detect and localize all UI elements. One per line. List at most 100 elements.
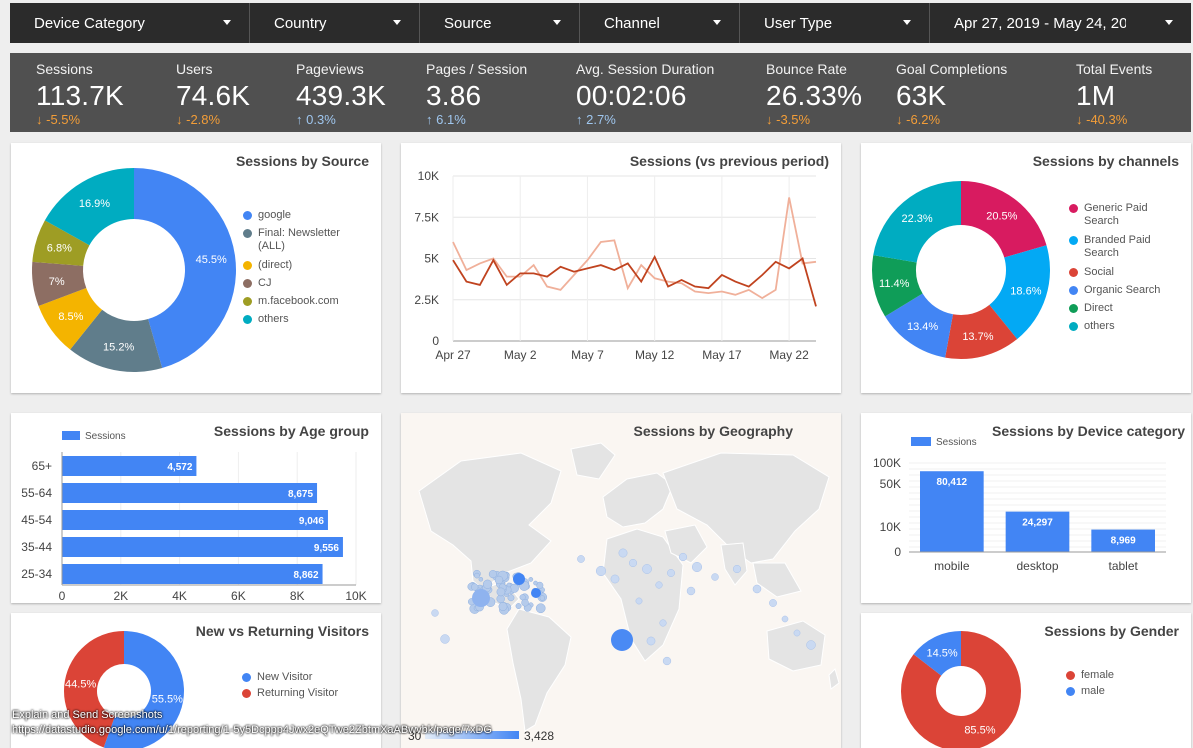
bar[interactable]	[62, 510, 328, 530]
card-sessions-by-gender[interactable]: Sessions by Gender 85.5% 14.5% female male	[861, 613, 1191, 748]
session-bubble[interactable]	[611, 629, 633, 651]
session-bubble[interactable]	[498, 602, 508, 611]
legend-item[interactable]: CJ	[243, 277, 353, 290]
session-bubble[interactable]	[528, 577, 534, 582]
session-bubble[interactable]	[539, 595, 546, 601]
card-new-vs-returning[interactable]: New vs Returning Visitors 55.5% 44.5% New…	[11, 613, 381, 748]
legend-item[interactable]: google	[243, 209, 353, 222]
legend-item[interactable]: (direct)	[243, 259, 353, 272]
land-africa[interactable]	[602, 528, 684, 662]
land-asia[interactable]	[662, 452, 830, 564]
legend-item[interactable]: male	[1066, 685, 1166, 698]
bar[interactable]	[920, 471, 984, 552]
legend-item[interactable]: New Visitor	[242, 671, 372, 684]
legend-item[interactable]: Organic Search	[1069, 284, 1179, 297]
legend-item[interactable]: others	[243, 313, 353, 326]
donut-slice-cj[interactable]	[32, 261, 87, 306]
donut-slice-final-newsletter-all[interactable]	[70, 309, 163, 372]
legend-item[interactable]: Social	[1069, 266, 1179, 279]
bar[interactable]	[1091, 529, 1155, 552]
filter-source[interactable]: Source	[420, 3, 580, 43]
donut-slice-branded-paid-search[interactable]	[989, 245, 1050, 340]
session-bubble[interactable]	[752, 584, 762, 594]
series-line[interactable]	[452, 197, 817, 300]
session-bubble[interactable]	[711, 573, 719, 581]
session-bubble[interactable]	[732, 564, 742, 574]
session-bubble[interactable]	[515, 603, 522, 609]
session-bubble[interactable]	[535, 603, 546, 614]
session-bubble[interactable]	[618, 548, 628, 558]
card-sessions-by-channels[interactable]: Sessions by channels 20.5% 18.6% 13.7% 13.4…	[861, 143, 1191, 393]
card-sessions-by-geography[interactable]: Sessions by Geography 30 3,428	[401, 413, 841, 748]
session-bubble[interactable]	[472, 589, 490, 607]
donut-slice-organic-search[interactable]	[885, 293, 953, 358]
session-bubble[interactable]	[691, 561, 703, 573]
session-bubble[interactable]	[678, 552, 688, 562]
date-range-picker[interactable]: Apr 27, 2019 - May 24, 2019	[930, 3, 1191, 43]
legend-item[interactable]: others	[1069, 320, 1179, 333]
card-sessions-by-source[interactable]: Sessions by Source 45.5% 15.2% 8.5% 7% 6.8% 1…	[11, 143, 381, 393]
filter-user-type[interactable]: User Type	[740, 3, 930, 43]
legend-item[interactable]: Generic Paid Search	[1069, 202, 1179, 228]
land-north-america[interactable]	[418, 452, 562, 590]
land-new-zealand[interactable]	[828, 668, 840, 690]
session-bubble[interactable]	[667, 569, 675, 577]
session-bubble[interactable]	[769, 599, 777, 607]
session-bubble[interactable]	[662, 656, 672, 666]
session-bubble[interactable]	[488, 570, 497, 579]
land-middle-east[interactable]	[664, 524, 708, 564]
donut-slice-direct[interactable]	[38, 287, 103, 350]
land-europe[interactable]	[602, 472, 674, 528]
session-bubble[interactable]	[536, 581, 544, 589]
card-sessions-by-device[interactable]: Sessions by Device category Sessions 0 10K…	[861, 413, 1191, 603]
world-map[interactable]	[401, 413, 841, 748]
bar[interactable]	[62, 456, 197, 476]
donut-slice-generic-paid-search[interactable]	[961, 181, 1047, 258]
session-bubble[interactable]	[513, 573, 525, 585]
legend-item[interactable]: Returning Visitor	[242, 687, 372, 700]
session-bubble[interactable]	[471, 583, 479, 591]
session-bubble[interactable]	[646, 636, 656, 646]
bar[interactable]	[1005, 511, 1070, 552]
land-southeast-asia[interactable]	[752, 562, 802, 598]
land-australia[interactable]	[766, 620, 826, 672]
session-bubble[interactable]	[595, 565, 607, 577]
legend-item[interactable]: female	[1066, 669, 1166, 682]
land-south-america[interactable]	[506, 608, 572, 732]
donut-slice-male[interactable]	[913, 631, 961, 676]
session-bubble[interactable]	[635, 597, 643, 605]
land-india[interactable]	[720, 542, 748, 586]
session-bubble[interactable]	[642, 564, 652, 574]
session-bubble[interactable]	[494, 575, 504, 585]
session-bubble[interactable]	[793, 629, 801, 637]
bar[interactable]	[62, 564, 323, 584]
series-line[interactable]	[452, 254, 817, 307]
session-bubble[interactable]	[610, 574, 620, 584]
session-bubble[interactable]	[509, 583, 519, 593]
donut-slice-female[interactable]	[901, 631, 1021, 748]
session-bubble[interactable]	[806, 640, 816, 650]
legend-item[interactable]: Final: Newsletter (ALL)	[243, 227, 353, 253]
legend-item[interactable]: Direct	[1069, 302, 1179, 315]
session-bubble[interactable]	[474, 572, 480, 579]
legend-item[interactable]: Branded Paid Search	[1069, 234, 1179, 260]
session-bubble[interactable]	[533, 580, 538, 586]
filter-country[interactable]: Country	[250, 3, 420, 43]
donut-slice-direct[interactable]	[872, 255, 923, 317]
session-bubble[interactable]	[431, 609, 439, 617]
session-bubble[interactable]	[478, 577, 484, 582]
donut-slice-google[interactable]	[134, 168, 237, 369]
donut-slice-m-facebook-com[interactable]	[32, 220, 90, 266]
donut-slice-social[interactable]	[945, 304, 1018, 359]
card-sessions-by-age[interactable]: Sessions by Age group Sessions 0 2K 4K 6K 8K 1…	[11, 413, 381, 603]
session-bubble[interactable]	[781, 615, 789, 623]
donut-slice-others[interactable]	[44, 168, 135, 246]
donut-slice-new-visitor[interactable]	[103, 631, 184, 748]
legend-item[interactable]: m.facebook.com	[243, 295, 353, 308]
session-bubble[interactable]	[686, 586, 696, 596]
bar[interactable]	[62, 537, 343, 557]
session-bubble[interactable]	[440, 634, 450, 644]
card-sessions-trend[interactable]: Sessions (vs previous period) 0 2.5K 5K 7.5…	[401, 143, 841, 393]
session-bubble[interactable]	[628, 558, 638, 568]
session-bubble[interactable]	[507, 594, 515, 602]
